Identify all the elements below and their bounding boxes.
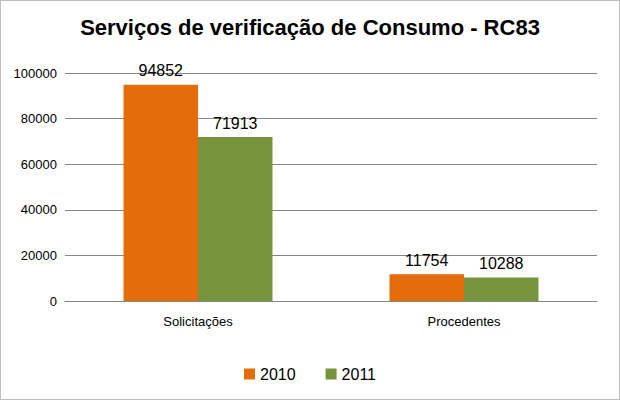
svg-text:11754: 11754 [405,252,448,269]
svg-text:40000: 40000 [21,202,57,217]
svg-text:Solicitações: Solicitações [163,314,233,329]
svg-text:0: 0 [50,294,57,309]
svg-text:20000: 20000 [21,248,57,263]
svg-text:60000: 60000 [21,157,57,172]
svg-text:100000: 100000 [14,66,57,81]
svg-text:80000: 80000 [21,111,57,126]
svg-text:71913: 71913 [213,115,258,132]
svg-text:Serviços de verificação de Con: Serviços de verificação de Consumo - RC8… [80,15,540,40]
svg-text:2011: 2011 [342,366,377,383]
svg-text:10288: 10288 [479,255,524,272]
svg-text:Procedentes: Procedentes [428,314,501,329]
svg-text:94852: 94852 [139,62,184,79]
svg-text:2010: 2010 [260,366,296,383]
